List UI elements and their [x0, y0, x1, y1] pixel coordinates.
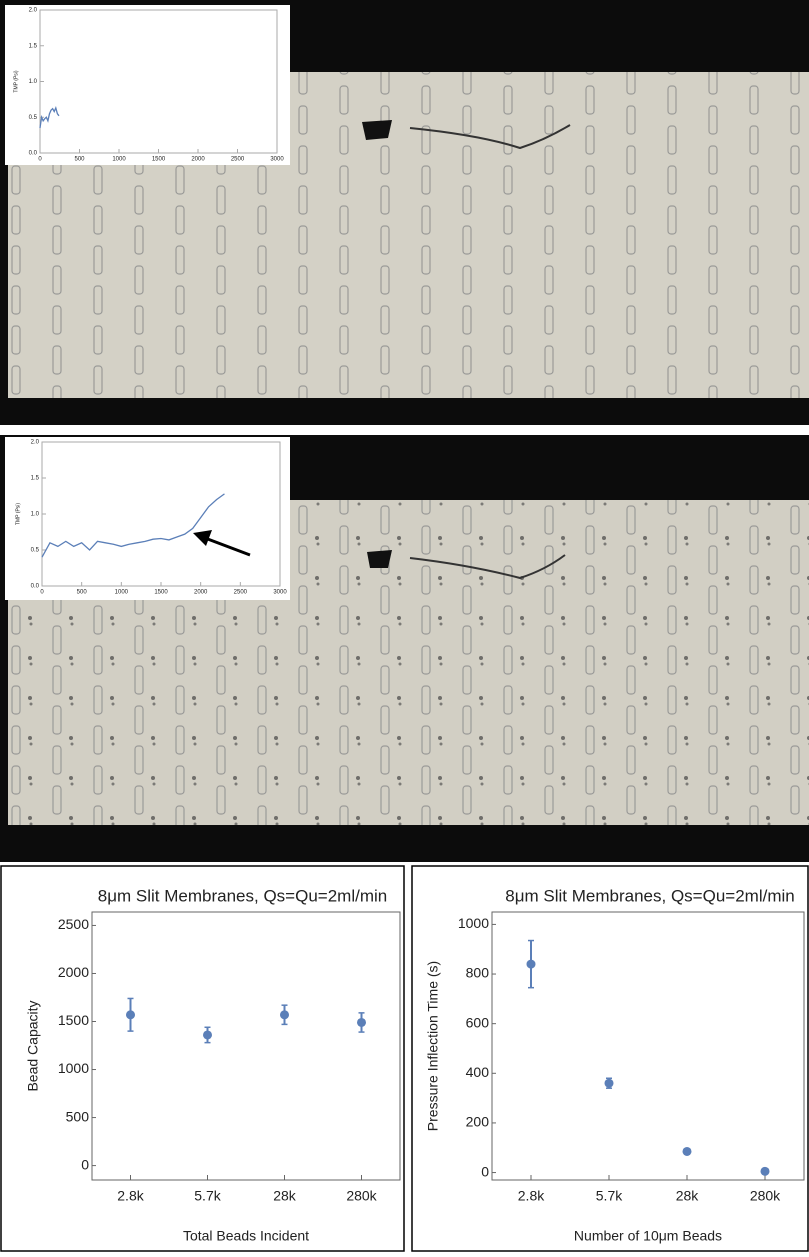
x-tick-label: 1000 — [112, 157, 126, 163]
y-tick-label: 0.0 — [31, 584, 40, 590]
x-tick-label: 2500 — [234, 590, 248, 596]
inset-background — [5, 437, 290, 600]
y-tick-label: 0.5 — [29, 115, 38, 121]
x-tick-label: 1000 — [115, 590, 129, 596]
data-point — [683, 1147, 692, 1156]
x-tick-label: 500 — [74, 157, 85, 163]
x-axis-label: Total Beads Incident — [183, 1228, 309, 1244]
data-point — [605, 1079, 614, 1088]
inset-background — [5, 5, 290, 165]
y-tick-label: 1500 — [58, 1012, 89, 1028]
plot-frame — [492, 912, 804, 1180]
y-tick-label: 2000 — [58, 964, 89, 980]
data-point — [527, 960, 536, 969]
y-tick-label: 1.5 — [29, 43, 38, 49]
x-tick-label: 280k — [750, 1188, 781, 1204]
x-tick-label: 2.8k — [518, 1188, 545, 1204]
x-tick-label: 5.7k — [596, 1188, 623, 1204]
y-axis-label: Pressure Inflection Time (s) — [425, 961, 441, 1131]
x-tick-label: 500 — [77, 590, 88, 596]
data-point — [761, 1167, 770, 1176]
data-point — [203, 1030, 212, 1039]
y-tick-label: 2.0 — [29, 8, 38, 14]
x-tick-label: 280k — [346, 1188, 377, 1204]
chart-title: 8μm Slit Membranes, Qs=Qu=2ml/min — [505, 886, 794, 905]
y-tick-label: 200 — [466, 1114, 490, 1130]
y-tick-label: 1.0 — [29, 79, 38, 85]
y-axis-label: TMP (Psi) — [15, 503, 21, 525]
y-tick-label: 800 — [466, 965, 490, 981]
y-tick-label: 600 — [466, 1014, 490, 1030]
x-axis-label: Number of 10μm Beads — [574, 1228, 722, 1244]
y-tick-label: 0 — [81, 1156, 89, 1172]
x-tick-label: 28k — [676, 1188, 700, 1204]
x-tick-label: 2.8k — [117, 1188, 144, 1204]
data-point — [280, 1010, 289, 1019]
x-tick-label: 1500 — [152, 157, 166, 163]
y-tick-label: 400 — [466, 1064, 490, 1080]
x-tick-label: 28k — [273, 1188, 297, 1204]
x-tick-label: 2000 — [191, 157, 205, 163]
y-tick-label: 1.0 — [31, 512, 40, 518]
y-tick-label: 0.5 — [31, 548, 40, 554]
chart-title: 8μm Slit Membranes, Qs=Qu=2ml/min — [98, 886, 387, 905]
y-tick-label: 1.5 — [31, 476, 40, 482]
y-tick-label: 0 — [481, 1163, 489, 1179]
y-tick-label: 1000 — [458, 915, 489, 931]
x-tick-label: 5.7k — [194, 1188, 221, 1204]
x-tick-label: 3000 — [270, 157, 284, 163]
x-tick-label: 2000 — [194, 590, 208, 596]
y-tick-label: 2500 — [58, 916, 89, 932]
y-tick-label: 0.0 — [29, 151, 38, 157]
y-tick-label: 1000 — [58, 1060, 89, 1076]
x-tick-label: 1500 — [154, 590, 168, 596]
x-tick-label: 3000 — [273, 590, 287, 596]
plot-frame — [92, 912, 400, 1180]
x-tick-label: 2500 — [231, 157, 245, 163]
figure: 0.00.51.01.52.0TMP (Psi)0500100015002000… — [0, 0, 809, 1252]
y-tick-label: 500 — [66, 1108, 90, 1124]
y-axis-label: TMP (Psi) — [13, 70, 19, 92]
y-tick-label: 2.0 — [31, 440, 40, 446]
data-point — [126, 1010, 135, 1019]
y-axis-label: Bead Capacity — [25, 1000, 41, 1091]
data-point — [357, 1018, 366, 1027]
